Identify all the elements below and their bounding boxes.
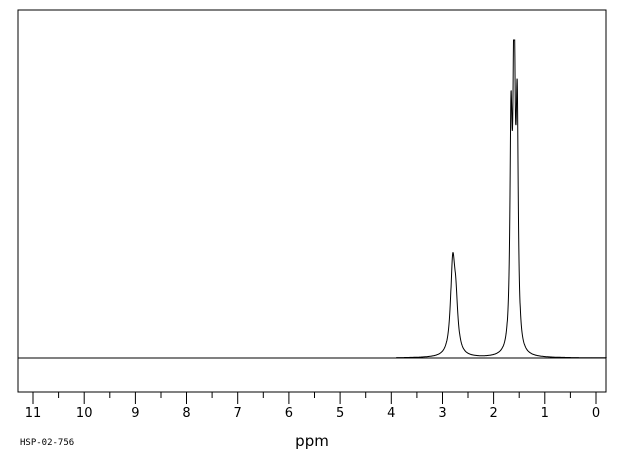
x-axis-tick-labels: 11 10 9 8 7 6 5 4 3 2 1 0 — [25, 406, 600, 421]
tick-label: 2 — [489, 406, 497, 421]
tick-label: 10 — [76, 406, 93, 421]
plot-frame — [17, 9, 607, 393]
tick-label: 1 — [541, 406, 549, 421]
tick-label: 3 — [438, 406, 446, 421]
x-axis-title: ppm — [295, 432, 329, 450]
spectrum-trace — [20, 39, 607, 359]
x-axis-ticks — [32, 392, 597, 404]
tick-label: 7 — [234, 406, 242, 421]
tick-label: 11 — [25, 406, 42, 421]
tick-label: 8 — [182, 406, 190, 421]
tick-label: 4 — [387, 406, 395, 421]
tick-label: 0 — [592, 406, 600, 421]
tick-label: 9 — [131, 406, 139, 421]
tick-label: 5 — [336, 406, 344, 421]
tick-label: 6 — [285, 406, 293, 421]
sample-id: HSP-02-756 — [20, 438, 74, 448]
